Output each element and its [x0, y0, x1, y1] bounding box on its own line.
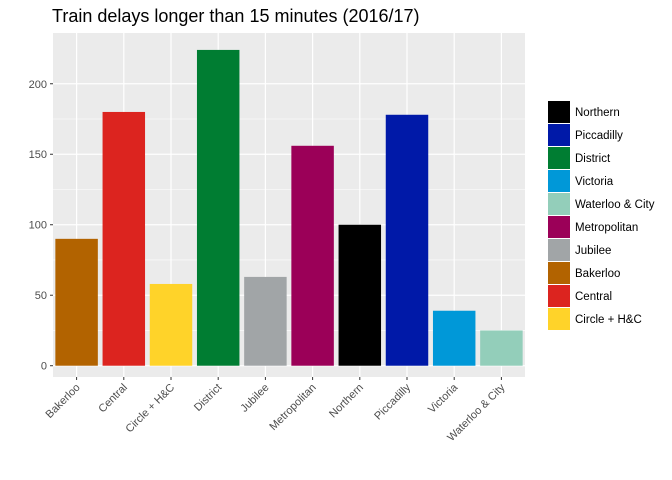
bar-district	[196, 49, 240, 366]
legend-swatch-piccadilly	[548, 124, 570, 146]
legend-label-central: Central	[575, 291, 612, 303]
bar-central	[102, 111, 146, 366]
bar-waterloo-city	[480, 330, 523, 366]
bar-northern	[338, 224, 382, 366]
legend-label-jubilee: Jubilee	[575, 245, 611, 257]
legend-label-waterloo-city: Waterloo & City	[575, 199, 655, 211]
legend: Northern Piccadilly District Victoria Waterl…	[548, 101, 655, 330]
y-tick-label: 150	[29, 149, 47, 161]
y-tick-label: 200	[29, 79, 47, 91]
bar-metropolitan	[291, 145, 334, 366]
x-tick-label: Circle + H&C	[123, 382, 177, 436]
legend-swatch-district	[548, 147, 570, 169]
y-axis: 0 50 100 150 200	[29, 79, 53, 373]
legend-swatch-metropolitan	[548, 216, 570, 238]
legend-label-metropolitan: Metropolitan	[575, 222, 638, 234]
bars	[55, 49, 523, 366]
legend-swatch-circle-h-c	[548, 308, 570, 330]
legend-label-piccadilly: Piccadilly	[575, 130, 623, 142]
y-tick-label: 0	[41, 361, 47, 373]
legend-label-district: District	[575, 153, 611, 165]
x-tick-label: Metropolitan	[267, 382, 318, 433]
legend-swatch-jubilee	[548, 239, 570, 261]
x-tick-label: District	[192, 382, 224, 414]
x-tick-label: Victoria	[426, 381, 461, 416]
bar-circle-h-c	[149, 283, 193, 366]
bar-bakerloo	[55, 238, 98, 366]
chart-title: Train delays longer than 15 minutes (201…	[52, 6, 420, 26]
x-tick-label: Jubilee	[238, 382, 271, 415]
x-tick-label: Bakerloo	[44, 382, 83, 421]
legend-swatch-central	[548, 285, 570, 307]
legend-swatch-northern	[548, 101, 570, 123]
legend-label-victoria: Victoria	[575, 176, 614, 188]
x-tick-label: Piccadilly	[372, 381, 413, 422]
legend-label-circle-h-c: Circle + H&C	[575, 314, 642, 326]
bar-victoria	[432, 310, 476, 366]
legend-label-northern: Northern	[575, 107, 620, 119]
x-tick-label: Central	[96, 382, 130, 416]
legend-label-bakerloo: Bakerloo	[575, 268, 620, 280]
bar-jubilee	[244, 276, 287, 366]
legend-swatch-bakerloo	[548, 262, 570, 284]
y-tick-label: 100	[29, 220, 47, 232]
y-tick-label: 50	[35, 290, 47, 302]
legend-swatch-waterloo-city	[548, 193, 570, 215]
x-tick-label: Northern	[327, 382, 366, 421]
legend-swatch-victoria	[548, 170, 570, 192]
bar-piccadilly	[385, 114, 429, 366]
